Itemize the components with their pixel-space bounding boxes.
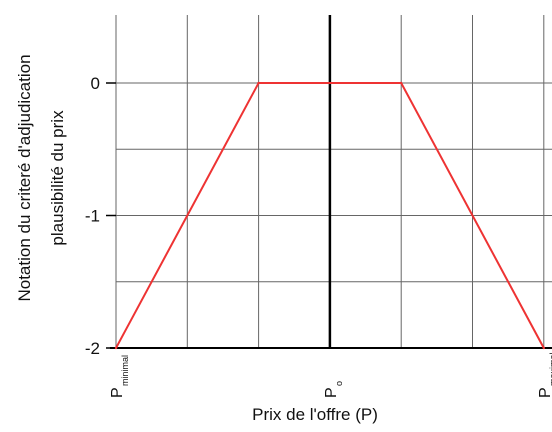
x-tick-labels: PminimalPoPmaximal xyxy=(109,352,552,398)
series xyxy=(114,81,545,350)
x-tick-label: Pmaximal xyxy=(537,352,552,398)
grid xyxy=(115,15,552,349)
y-tick-label: 0 xyxy=(91,74,100,93)
x-tick-label: Po xyxy=(323,381,344,398)
series-line xyxy=(115,82,545,349)
x-axis-title: Prix de l'offre (P) xyxy=(252,405,378,424)
x-tick-label-subscript: maximal xyxy=(548,352,552,386)
axes xyxy=(106,15,552,349)
x-tick-label-text: P xyxy=(537,387,552,398)
x-tick-label-subscript: o xyxy=(334,381,344,386)
x-tick-label-text: P xyxy=(323,387,340,398)
x-tick-label-text: P xyxy=(109,387,126,398)
x-tick-label-subscript: minimal xyxy=(120,355,130,386)
y-tick-labels: 0 -1 -2 xyxy=(85,74,100,358)
data-point xyxy=(257,81,260,85)
y-axis-title-line2: plausibilité du prix xyxy=(48,110,67,246)
data-point xyxy=(114,346,118,350)
data-point xyxy=(542,346,545,350)
y-tick-label: -1 xyxy=(85,207,100,226)
data-point xyxy=(400,81,403,85)
y-axis-title: Notation du criteré d'adjudication plaus… xyxy=(15,54,67,301)
y-tick-label: -2 xyxy=(85,339,100,358)
y-axis-title-line1: Notation du criteré d'adjudication xyxy=(15,54,34,301)
